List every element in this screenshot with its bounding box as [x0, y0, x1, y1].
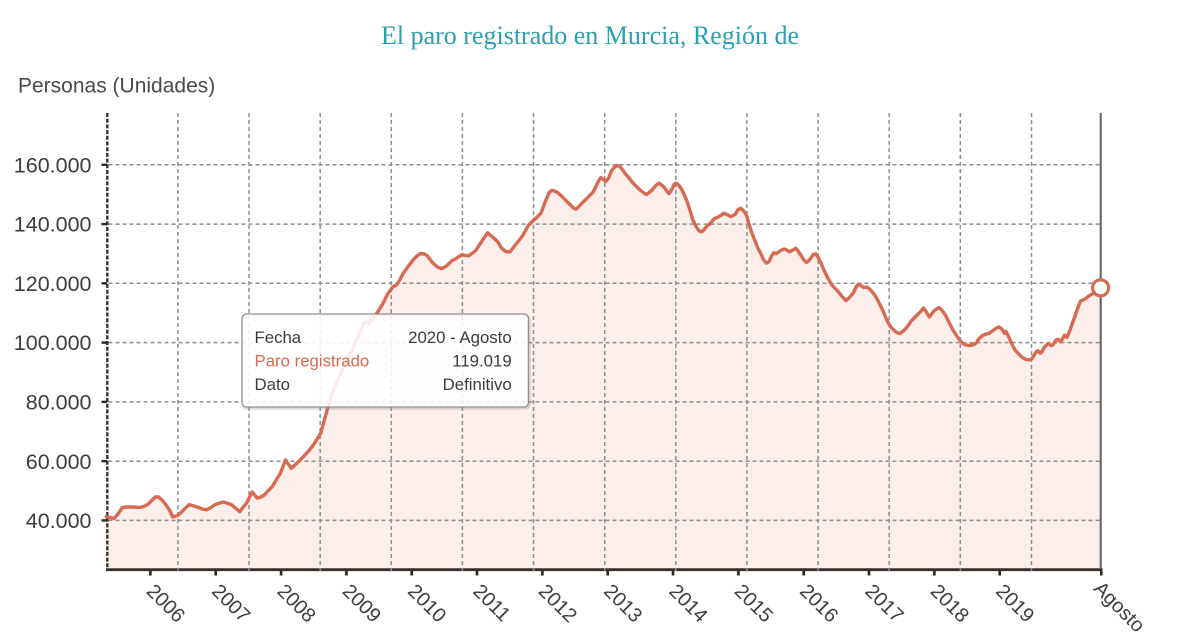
- svg-text:2020 - Agosto: 2020 - Agosto: [408, 328, 512, 347]
- svg-text:Fecha: Fecha: [255, 328, 302, 347]
- svg-text:40.000: 40.000: [26, 509, 92, 533]
- svg-text:100.000: 100.000: [14, 331, 92, 355]
- svg-text:El paro registrado en Murcia,: El paro registrado en Murcia, Región de: [381, 21, 799, 50]
- svg-text:119.019: 119.019: [452, 351, 511, 370]
- svg-text:Dato: Dato: [255, 375, 290, 394]
- svg-text:Personas (Unidades): Personas (Unidades): [18, 75, 215, 98]
- svg-text:80.000: 80.000: [26, 391, 92, 415]
- svg-text:120.000: 120.000: [14, 272, 92, 296]
- svg-text:60.000: 60.000: [26, 450, 92, 474]
- svg-text:160.000: 160.000: [14, 153, 92, 177]
- svg-text:Paro registrado: Paro registrado: [255, 351, 370, 370]
- svg-text:140.000: 140.000: [14, 213, 92, 237]
- svg-text:Definitivo: Definitivo: [443, 375, 512, 394]
